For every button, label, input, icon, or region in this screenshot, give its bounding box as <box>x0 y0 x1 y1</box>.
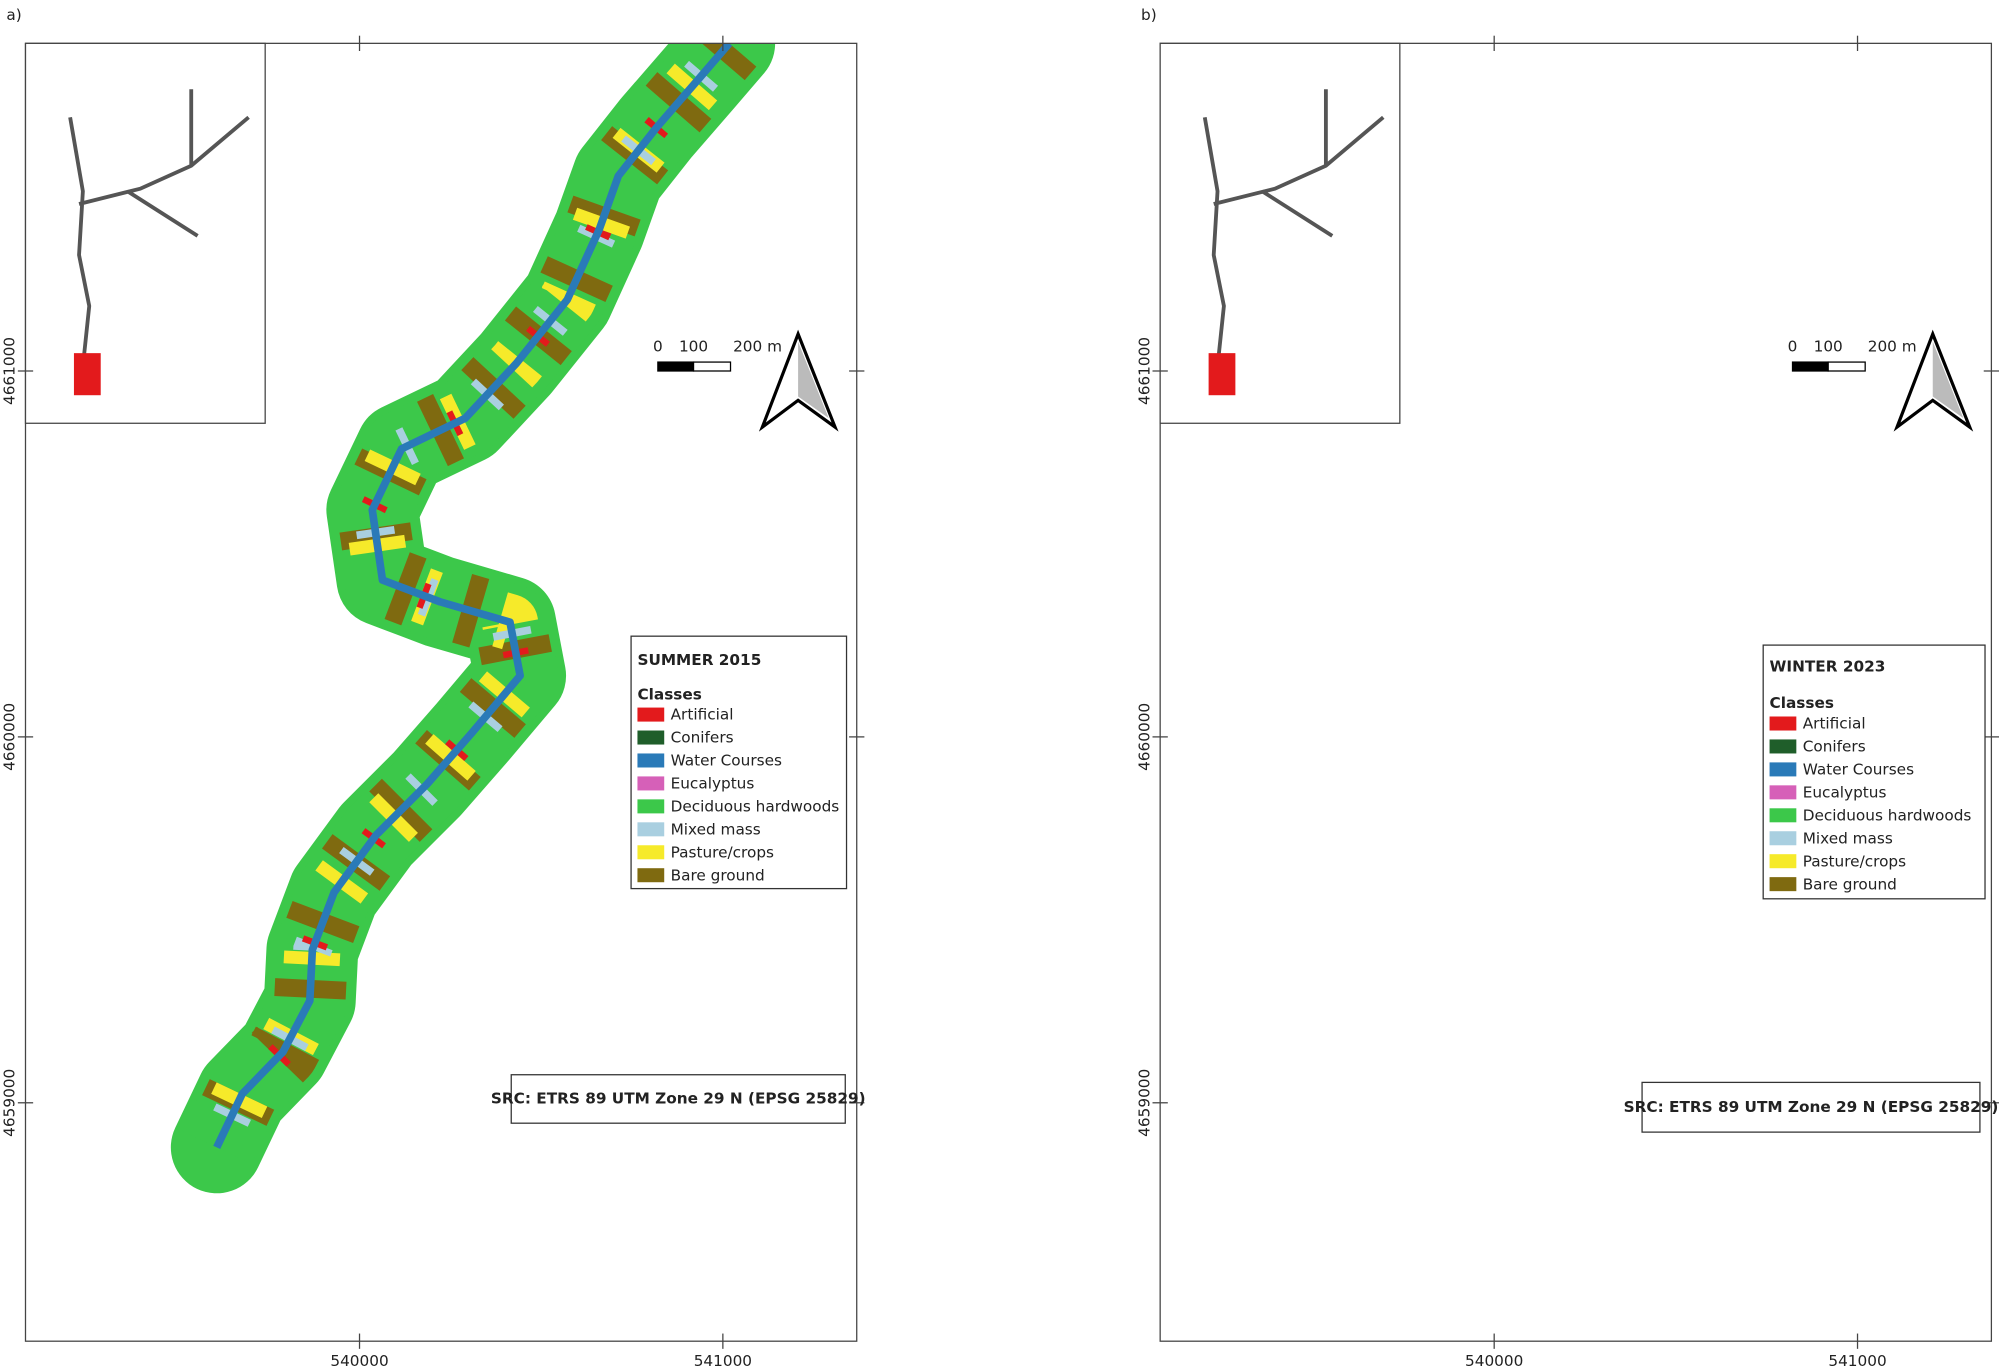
map-panel: b) 540000 541000 4661000 4660000 4659000 0 100 2… <box>1135 6 1999 1370</box>
legend-heading: Classes <box>1770 694 1834 712</box>
x-tick-label: 541000 <box>694 1352 752 1370</box>
legend-swatch <box>637 776 665 791</box>
y-tick-label: 4660000 <box>1135 703 1153 771</box>
scale-bar-black <box>657 361 695 372</box>
legend-label: Eucalyptus <box>1803 783 1887 801</box>
panel-label: a) <box>6 6 21 24</box>
y-tick-label: 4660000 <box>1 703 19 771</box>
y-tick-label: 4661000 <box>1 337 19 405</box>
scale-label: 0 <box>1788 337 1798 355</box>
x-tick-label: 540000 <box>1465 1352 1523 1370</box>
inset-frame <box>24 42 266 424</box>
map-panel: a) 540000 541000 4661000 4660000 4659000 0 100 2… <box>1 6 866 1370</box>
patches-bare <box>1351 43 1864 1147</box>
legend-label: Conifers <box>1803 738 1866 756</box>
x-tick-label: 540000 <box>330 1352 388 1370</box>
inset-river <box>1202 89 1385 355</box>
legend-label: Bare ground <box>671 866 765 884</box>
legend-swatch <box>1769 762 1797 777</box>
scale-label: 100 <box>679 337 708 355</box>
legend-heading: Classes <box>637 685 701 703</box>
crs-box <box>1641 1081 1981 1133</box>
legend-swatch <box>1769 808 1797 823</box>
inset-location <box>1208 353 1236 396</box>
scale-label: 100 <box>1814 337 1843 355</box>
legend-label: Artificial <box>1803 715 1866 733</box>
legend-swatch <box>637 799 665 814</box>
land-cover <box>170 43 776 1194</box>
legend-label: Water Courses <box>671 752 782 770</box>
legend-title: WINTER 2023 <box>1770 657 1886 675</box>
legend-label: Mixed mass <box>1803 829 1893 847</box>
legend-label: Deciduous hardwoods <box>671 798 840 816</box>
legend-label: Pasture/crops <box>671 843 774 861</box>
legend-box <box>630 635 848 890</box>
map-frame <box>1159 42 1993 1342</box>
legend-swatch <box>637 845 665 860</box>
panel-label: b) <box>1141 6 1157 24</box>
legend-swatch <box>1769 716 1797 731</box>
crs-text: SRC: ETRS 89 UTM Zone 29 N (EPSG 25829) <box>1624 1098 1999 1116</box>
river <box>213 43 733 1150</box>
legend-swatch <box>1769 785 1797 800</box>
legend-box <box>1762 644 1986 900</box>
legend-label: Deciduous hardwoods <box>1803 806 1972 824</box>
legend-swatch <box>637 730 665 745</box>
x-tick-label: 541000 <box>1828 1352 1886 1370</box>
map-frame <box>24 42 858 1342</box>
legend-swatch <box>1769 831 1797 846</box>
legend-label: Conifers <box>671 729 734 747</box>
crs-text: SRC: ETRS 89 UTM Zone 29 N (EPSG 25829) <box>491 1089 866 1107</box>
legend-swatch <box>1769 877 1797 892</box>
y-tick-label: 4659000 <box>1135 1069 1153 1137</box>
inset-river <box>68 89 250 355</box>
land-cover <box>1351 43 1864 1147</box>
scale-label: 0 <box>653 337 663 355</box>
scale-bar-white <box>1827 361 1866 372</box>
inset-frame <box>1159 42 1401 424</box>
legend-label: Bare ground <box>1803 875 1897 893</box>
legend-swatch <box>637 868 665 883</box>
scale-bar-black <box>1791 361 1829 372</box>
legend-title: SUMMER 2015 <box>637 651 761 669</box>
water-wide <box>1351 43 1864 1147</box>
crs-box <box>510 1074 846 1124</box>
legend-label: Water Courses <box>1803 761 1914 779</box>
corridor-inner <box>1351 43 1864 1147</box>
scale-bar-white <box>692 361 732 372</box>
legend-swatch <box>1769 854 1797 869</box>
corridor <box>1351 43 1864 1147</box>
inset-location <box>73 353 101 396</box>
legend-swatch <box>637 707 665 722</box>
figure-content: a) 540000 541000 4661000 4660000 4659000 0 100 2… <box>1 6 1999 1370</box>
river <box>1351 43 1864 1147</box>
legend-swatch <box>637 753 665 768</box>
legend-label: Artificial <box>671 706 734 724</box>
legend-swatch <box>637 822 665 837</box>
artificial <box>1351 43 1864 1147</box>
y-tick-label: 4659000 <box>1 1069 19 1137</box>
legend-swatch <box>1769 739 1797 754</box>
legend-label: Eucalyptus <box>671 775 755 793</box>
patches-pasture <box>1351 43 1864 1147</box>
legend-label: Pasture/crops <box>1803 852 1906 870</box>
scale-label: 200 m <box>1868 337 1917 355</box>
scale-label: 200 m <box>733 337 782 355</box>
y-tick-label: 4661000 <box>1135 337 1153 405</box>
legend-label: Mixed mass <box>671 820 761 838</box>
